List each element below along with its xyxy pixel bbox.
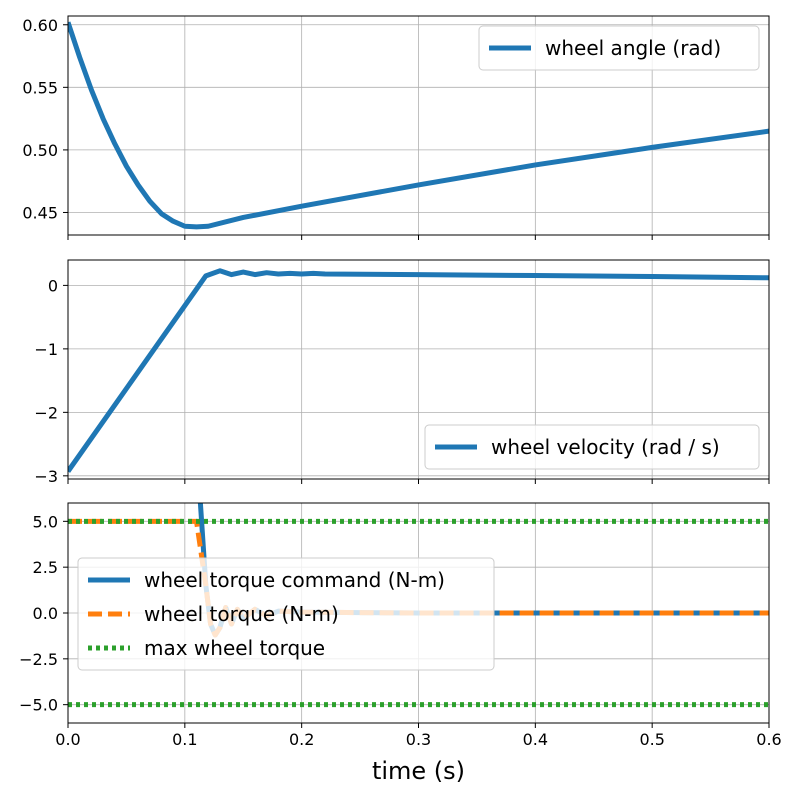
legend: wheel torque command (N-m) wheel torque (… (77, 557, 495, 671)
legend-box (77, 557, 495, 671)
subplot-3: 0.0 0.1 0.2 0.3 0.4 0.5 0.6 −5.0 −2.5 0.0 2.5 5.0 ti… (19, 502, 782, 785)
y-tick-label: −2 (34, 403, 58, 422)
y-tick-label: 0.50 (22, 141, 58, 160)
x-tick-label: 0.4 (523, 730, 548, 749)
series-line-1 (68, 21, 769, 230)
y-tick-label: 0.60 (22, 16, 58, 35)
y-tick-label: 2.5 (33, 558, 58, 577)
subplot-1: 0.45 0.50 0.55 0.60 wheel angle (rad) (22, 15, 770, 240)
y-tick-label: −3 (34, 467, 58, 486)
subplot-2: −3 −2 −1 0 wheel velocity (rad / s) (34, 259, 770, 486)
legend-box (478, 25, 760, 71)
legend-label: max wheel torque (144, 636, 325, 660)
legend-box (424, 424, 760, 470)
y-tick-label: 5.0 (33, 512, 58, 531)
legend-label: wheel angle (rad) (545, 36, 721, 60)
x-axis-label: time (s) (372, 757, 465, 785)
x-tick-label: 0.1 (172, 730, 197, 749)
x-tick-label: 0.2 (289, 730, 314, 749)
legend-label: wheel velocity (rad / s) (491, 435, 720, 459)
y-tick-label: 0 (48, 276, 58, 295)
y-tick-label: 0.45 (22, 203, 58, 222)
legend: wheel velocity (rad / s) (424, 424, 760, 470)
y-tick-label: 0.0 (33, 604, 58, 623)
x-tick-label: 0.6 (756, 730, 781, 749)
series-line-1 (68, 268, 769, 473)
legend: wheel angle (rad) (478, 25, 760, 71)
legend-label: wheel torque (N-m) (144, 602, 339, 626)
y-tick-label: −1 (34, 340, 58, 359)
x-tick-label: 0.3 (406, 730, 431, 749)
y-tick-label: −2.5 (19, 650, 58, 669)
y-tick-label: 0.55 (22, 78, 58, 97)
legend-label: wheel torque command (N-m) (144, 568, 445, 592)
x-tick-label: 0.5 (639, 730, 664, 749)
y-tick-label: −5.0 (19, 696, 58, 715)
x-tick-label: 0.0 (55, 730, 80, 749)
